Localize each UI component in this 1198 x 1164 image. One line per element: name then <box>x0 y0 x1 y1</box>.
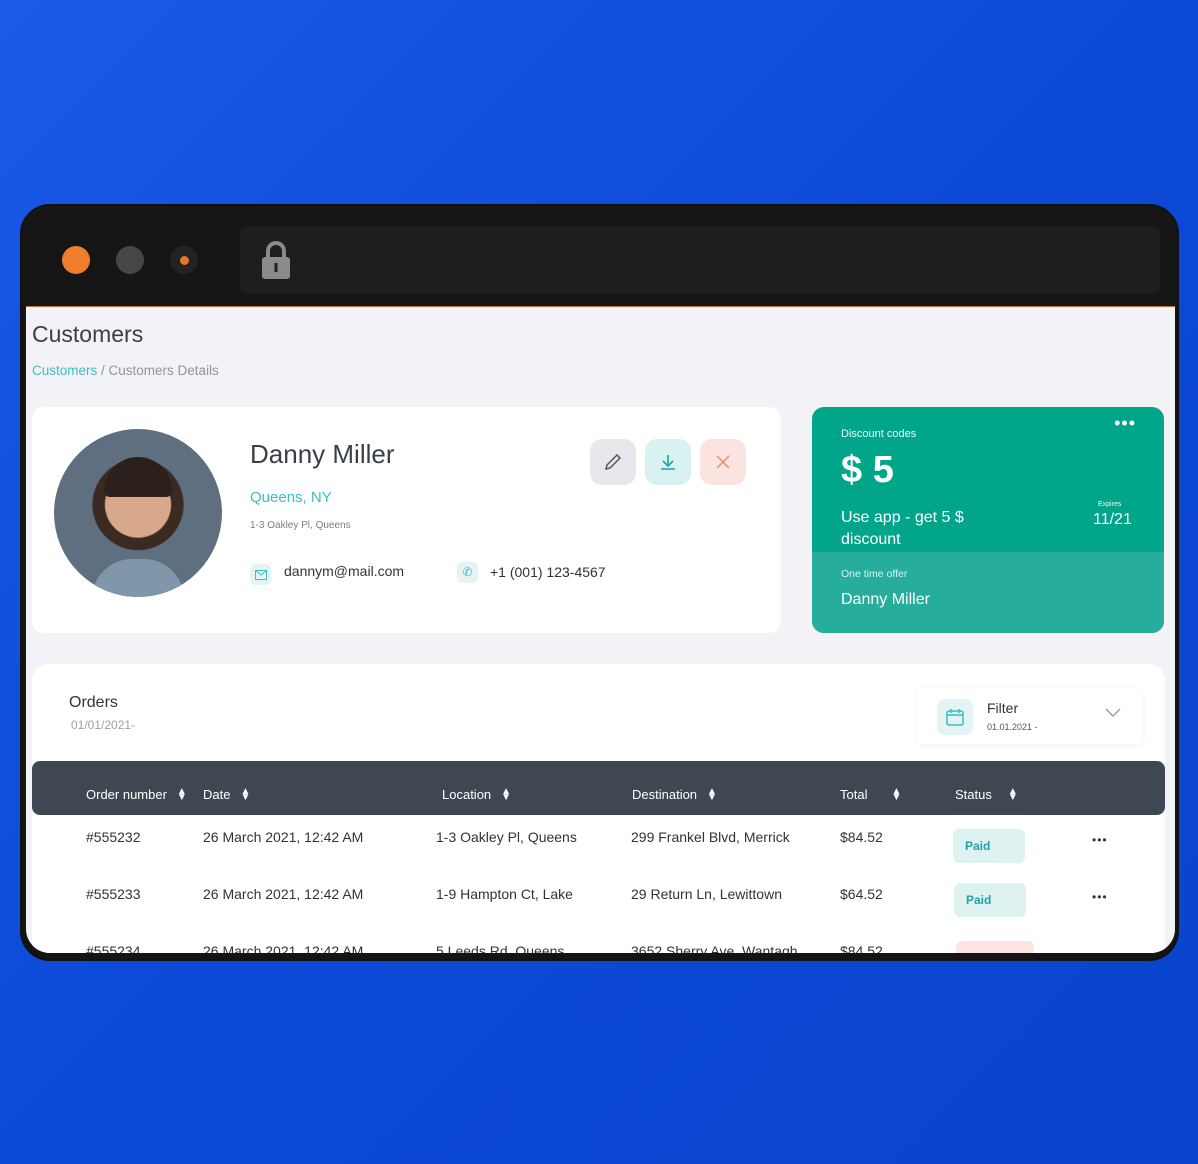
sort-icon: ▲ ▼ <box>501 785 512 803</box>
download-button[interactable] <box>645 439 691 485</box>
discount-description: Use app - get 5 $ discount <box>841 509 964 548</box>
customer-location: Queens, NY <box>250 489 332 506</box>
phone-icon: ✆ <box>457 562 478 583</box>
delete-button[interactable] <box>700 439 746 485</box>
table-row[interactable]: #555234 26 March 2021, 12:42 AM 5 Leeds … <box>32 933 1165 953</box>
column-status[interactable]: Status ▲ ▼ <box>955 785 1018 803</box>
status-badge: Paid <box>953 829 1025 863</box>
browser-window: Customers Customers / Customers Details … <box>20 204 1179 961</box>
close-icon <box>716 455 730 469</box>
chevron-down-icon <box>1105 708 1121 717</box>
sort-icon: ▲ ▼ <box>1007 785 1018 803</box>
filter-dropdown[interactable]: Filter 01.01.2021 - <box>917 688 1143 744</box>
row-more-icon[interactable]: ••• <box>1092 890 1108 904</box>
filter-value: 01.01.2021 - <box>987 722 1038 732</box>
breadcrumb-link-customers[interactable]: Customers <box>32 363 98 378</box>
column-date[interactable]: Date ▲ ▼ <box>203 785 251 803</box>
page-title: Customers <box>32 321 144 347</box>
offer-name: Danny Miller <box>841 591 930 608</box>
sort-icon: ▲ ▼ <box>707 785 717 803</box>
maximize-window-button[interactable] <box>170 246 198 274</box>
customer-phone[interactable]: +1 (001) 123-4567 <box>490 564 606 580</box>
orders-table-header: Order number ▲ ▼ Date ▲ ▼ Location ▲ ▼ Destina… <box>32 761 1165 815</box>
mail-icon <box>250 564 271 585</box>
address-bar[interactable] <box>240 226 1160 294</box>
sort-icon: ▲ ▼ <box>240 785 251 803</box>
row-more-icon[interactable]: ••• <box>1092 833 1108 847</box>
breadcrumb: Customers / Customers Details <box>32 363 219 378</box>
column-total[interactable]: Total ▲ ▼ <box>840 785 902 803</box>
filter-label: Filter <box>987 700 1019 716</box>
more-icon[interactable]: ••• <box>1114 413 1136 433</box>
orders-title: Orders <box>69 694 118 711</box>
discount-card: ••• Discount codes $ 5 Use app - get 5 $… <box>812 407 1164 633</box>
close-window-button[interactable] <box>62 246 90 274</box>
customer-name: Danny Miller <box>250 439 395 469</box>
status-badge: Cancelled <box>956 941 1034 953</box>
customer-card: Danny Miller Queens, NY 1-3 Oakley Pl, Q… <box>32 407 781 633</box>
column-order-number[interactable]: Order number ▲ ▼ <box>86 785 187 803</box>
calendar-icon <box>937 699 973 735</box>
sort-icon: ▲ ▼ <box>891 785 902 803</box>
avatar <box>54 429 222 597</box>
expires-label: Expires <box>1098 501 1122 508</box>
status-badge: Paid <box>954 883 1026 917</box>
expires-date: 11/21 <box>1093 511 1132 528</box>
breadcrumb-current: Customers Details <box>108 363 219 378</box>
column-destination[interactable]: Destination ▲ ▼ <box>632 785 717 803</box>
customer-address: 1-3 Oakley Pl, Queens <box>250 520 351 531</box>
minimize-window-button[interactable] <box>116 246 144 274</box>
edit-icon <box>604 453 622 471</box>
column-location[interactable]: Location ▲ ▼ <box>442 785 512 803</box>
download-icon <box>661 455 675 470</box>
orders-date: 01/01/2021- <box>71 718 136 732</box>
lock-icon <box>262 241 290 279</box>
offer-label: One time offer <box>841 568 908 580</box>
table-row[interactable]: #555232 26 March 2021, 12:42 AM 1-3 Oakl… <box>32 819 1165 876</box>
title-bar <box>22 206 1177 306</box>
table-row[interactable]: #555233 26 March 2021, 12:42 AM 1-9 Hamp… <box>32 876 1165 933</box>
page-content: Customers Customers / Customers Details … <box>26 306 1175 953</box>
discount-amount: $ 5 <box>841 449 894 491</box>
sort-icon: ▲ ▼ <box>176 785 187 803</box>
customer-email[interactable]: dannym@mail.com <box>284 563 405 579</box>
discount-label: Discount codes <box>841 428 917 440</box>
edit-button[interactable] <box>590 439 636 485</box>
